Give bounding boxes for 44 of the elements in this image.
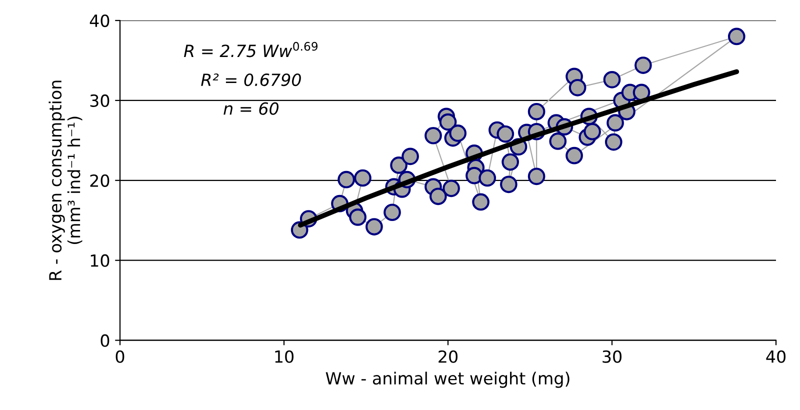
point [424,126,442,144]
point [390,156,408,174]
point [606,114,624,132]
x-tick-label: 10 [275,350,294,363]
point [604,133,622,151]
point [500,176,518,194]
y-tick-label: 0 [100,334,110,347]
point [568,78,586,96]
x-tick-label: 40 [766,350,786,363]
point [384,204,401,222]
point [566,146,583,164]
point [354,169,372,187]
point [502,153,520,171]
point [496,125,514,143]
point [429,188,447,206]
x-tick-label: 20 [438,350,458,363]
point [478,169,496,187]
point [603,70,621,88]
y-tick-label: 10 [90,254,110,267]
annotation: n = 60 [224,102,279,115]
point [584,122,602,140]
x-tick-label: 30 [602,350,622,363]
point [349,208,366,226]
point [549,132,567,150]
point [472,193,490,211]
point [439,113,457,131]
annotation: R = 2.75 Ww$^{0.69}$ [184,42,318,58]
point [528,102,546,120]
point [634,56,652,74]
point [632,84,650,102]
y-tick-label: 40 [90,14,110,28]
point [402,148,419,166]
point [442,180,460,198]
y-tick-label: 20 [90,174,110,187]
point [366,218,383,236]
y-tick-label: 30 [90,94,110,108]
point [528,168,546,186]
point [728,28,746,46]
x-tick-label: 0 [116,350,124,363]
annotation: R² = 0.6790 [201,73,301,86]
y-axis-title: R - oxygen consumption (mm³ ind⁻¹ h⁻¹) [48,80,82,280]
point [449,124,467,142]
x-axis-title: Ww - animal wet weight (mg) [326,372,570,388]
point [338,170,356,188]
